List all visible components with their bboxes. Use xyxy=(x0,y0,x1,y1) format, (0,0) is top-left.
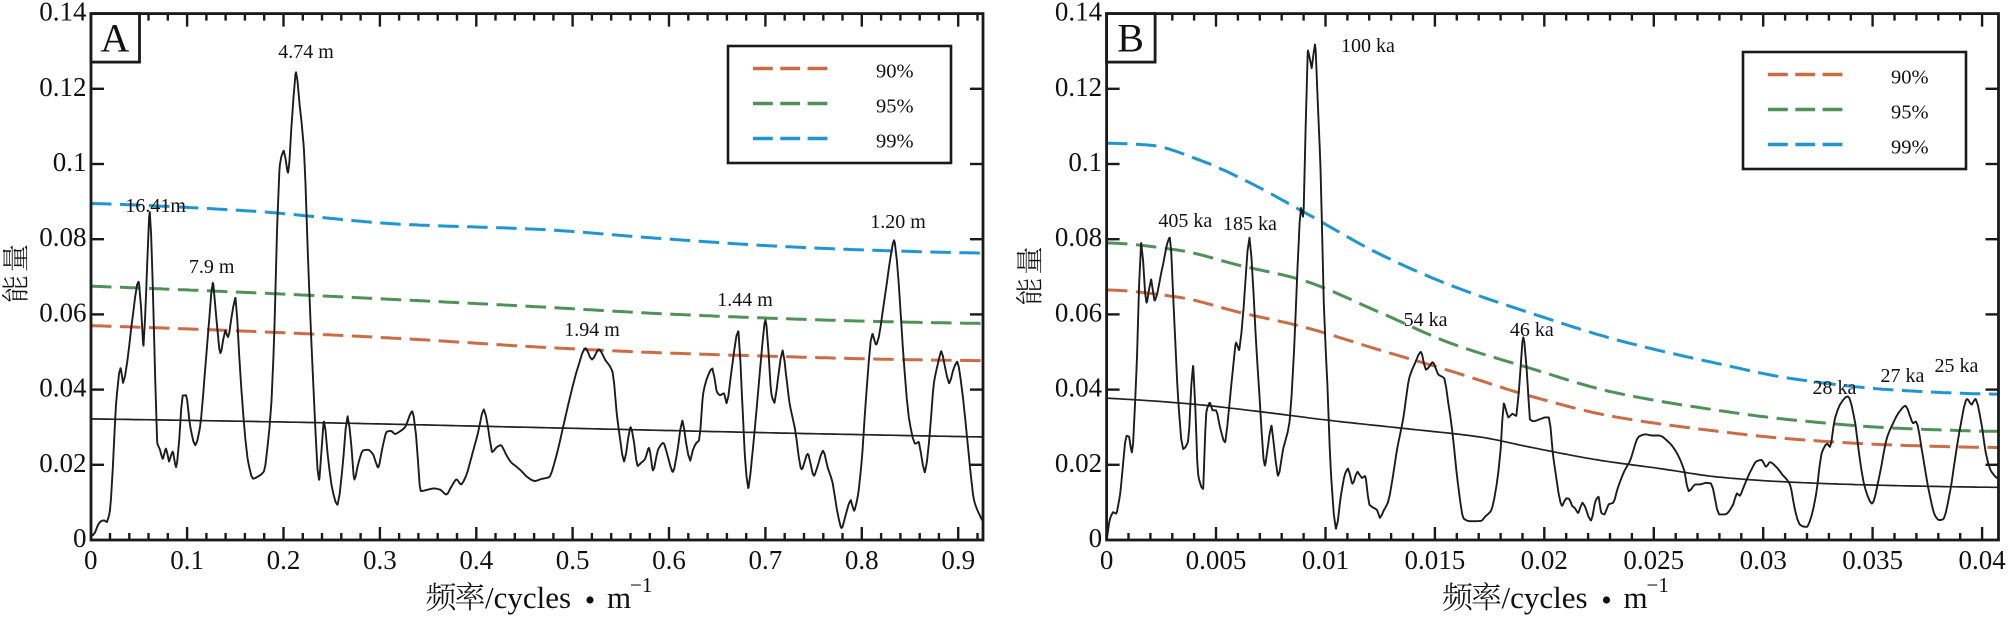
svg-text:0.12: 0.12 xyxy=(39,72,86,102)
svg-text:0: 0 xyxy=(1100,545,1114,575)
svg-text:4.74 m: 4.74 m xyxy=(278,41,334,63)
svg-text:0.02: 0.02 xyxy=(1055,448,1102,478)
svg-text:0.06: 0.06 xyxy=(1055,297,1102,327)
svg-text:0.8: 0.8 xyxy=(845,545,879,575)
svg-text:/cycles: /cycles xyxy=(485,580,571,615)
svg-text:28 ka: 28 ka xyxy=(1813,377,1857,399)
svg-text:1.44 m: 1.44 m xyxy=(717,289,773,311)
svg-text:m: m xyxy=(1624,580,1648,615)
svg-text:0.14: 0.14 xyxy=(1055,0,1103,27)
svg-text:0.1: 0.1 xyxy=(1068,147,1102,177)
svg-text:0.04: 0.04 xyxy=(1958,545,2006,575)
svg-text:0.2: 0.2 xyxy=(267,545,301,575)
svg-text:0.12: 0.12 xyxy=(1055,72,1102,102)
svg-text:405 ka: 405 ka xyxy=(1158,210,1212,232)
svg-text:−1: −1 xyxy=(1647,573,1669,597)
svg-text:0.08: 0.08 xyxy=(1055,222,1102,252)
svg-text:0.06: 0.06 xyxy=(39,297,86,327)
svg-text:0.14: 0.14 xyxy=(39,0,87,27)
svg-text:0: 0 xyxy=(1089,523,1103,553)
svg-text:0.015: 0.015 xyxy=(1405,545,1466,575)
svg-text:/cycles: /cycles xyxy=(1502,580,1588,615)
svg-text:7.9 m: 7.9 m xyxy=(189,256,235,278)
svg-text:0.4: 0.4 xyxy=(459,545,493,575)
svg-text:99%: 99% xyxy=(1891,137,1929,159)
svg-text:0.04: 0.04 xyxy=(1055,373,1103,403)
svg-text:0.1: 0.1 xyxy=(170,545,204,575)
svg-text:1.94 m: 1.94 m xyxy=(564,319,620,341)
svg-text:0.035: 0.035 xyxy=(1842,545,1903,575)
svg-text:0.01: 0.01 xyxy=(1302,545,1349,575)
svg-text:54 ka: 54 ka xyxy=(1404,309,1448,331)
svg-text:46 ka: 46 ka xyxy=(1510,319,1554,341)
svg-text:16.41m: 16.41m xyxy=(125,195,186,217)
svg-text:0.6: 0.6 xyxy=(652,545,686,575)
svg-text:0: 0 xyxy=(84,545,98,575)
svg-text:1.20 m: 1.20 m xyxy=(870,211,926,233)
svg-text:95%: 95% xyxy=(876,96,914,118)
svg-text:0.02: 0.02 xyxy=(1521,545,1568,575)
svg-text:100 ka: 100 ka xyxy=(1341,35,1395,57)
svg-text:0.04: 0.04 xyxy=(39,373,87,403)
svg-text:0.1: 0.1 xyxy=(53,147,87,177)
svg-text:B: B xyxy=(1117,16,1144,61)
svg-text:0.3: 0.3 xyxy=(363,545,397,575)
svg-text:90%: 90% xyxy=(1891,67,1929,89)
svg-text:99%: 99% xyxy=(876,131,914,153)
svg-text:0.5: 0.5 xyxy=(556,545,590,575)
svg-text:90%: 90% xyxy=(876,61,914,83)
svg-text:95%: 95% xyxy=(1891,102,1929,124)
svg-text:25 ka: 25 ka xyxy=(1935,355,1979,377)
svg-text:185 ka: 185 ka xyxy=(1223,213,1277,235)
svg-text:−1: −1 xyxy=(630,573,652,597)
svg-text:27 ka: 27 ka xyxy=(1881,365,1925,387)
svg-text:0.005: 0.005 xyxy=(1186,545,1247,575)
svg-text:m: m xyxy=(607,580,631,615)
svg-text:A: A xyxy=(101,16,130,61)
svg-text:0.7: 0.7 xyxy=(749,545,783,575)
svg-text:0.08: 0.08 xyxy=(39,222,86,252)
svg-text:0.02: 0.02 xyxy=(39,448,86,478)
svg-text:0.03: 0.03 xyxy=(1740,545,1787,575)
svg-text:0.025: 0.025 xyxy=(1623,545,1684,575)
svg-text:0: 0 xyxy=(73,523,87,553)
svg-text:0.9: 0.9 xyxy=(941,545,975,575)
